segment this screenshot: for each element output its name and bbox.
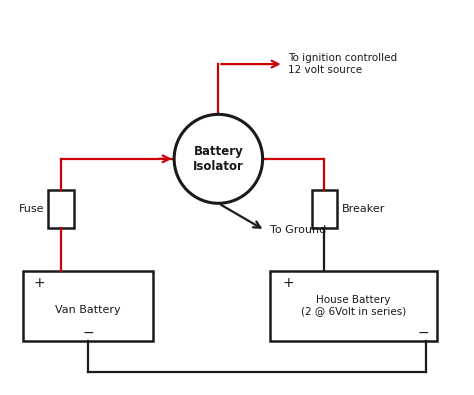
Text: Fuse: Fuse [19, 204, 45, 214]
Text: To ignition controlled
12 volt source: To ignition controlled 12 volt source [288, 53, 397, 75]
Text: −: − [418, 326, 429, 340]
Text: To Ground: To Ground [270, 226, 326, 235]
Text: Van Battery: Van Battery [55, 305, 121, 315]
Text: Breaker: Breaker [342, 204, 385, 214]
Text: Battery
Isolator: Battery Isolator [193, 145, 244, 173]
Bar [311, 190, 337, 228]
Text: +: + [33, 276, 45, 290]
Text: House Battery
(2 @ 6Volt in series): House Battery (2 @ 6Volt in series) [301, 295, 406, 316]
Text: −: − [82, 326, 94, 340]
Bar [48, 190, 74, 228]
Bar [270, 271, 437, 340]
Text: +: + [283, 276, 294, 290]
Bar [23, 271, 153, 340]
Ellipse shape [174, 115, 263, 203]
